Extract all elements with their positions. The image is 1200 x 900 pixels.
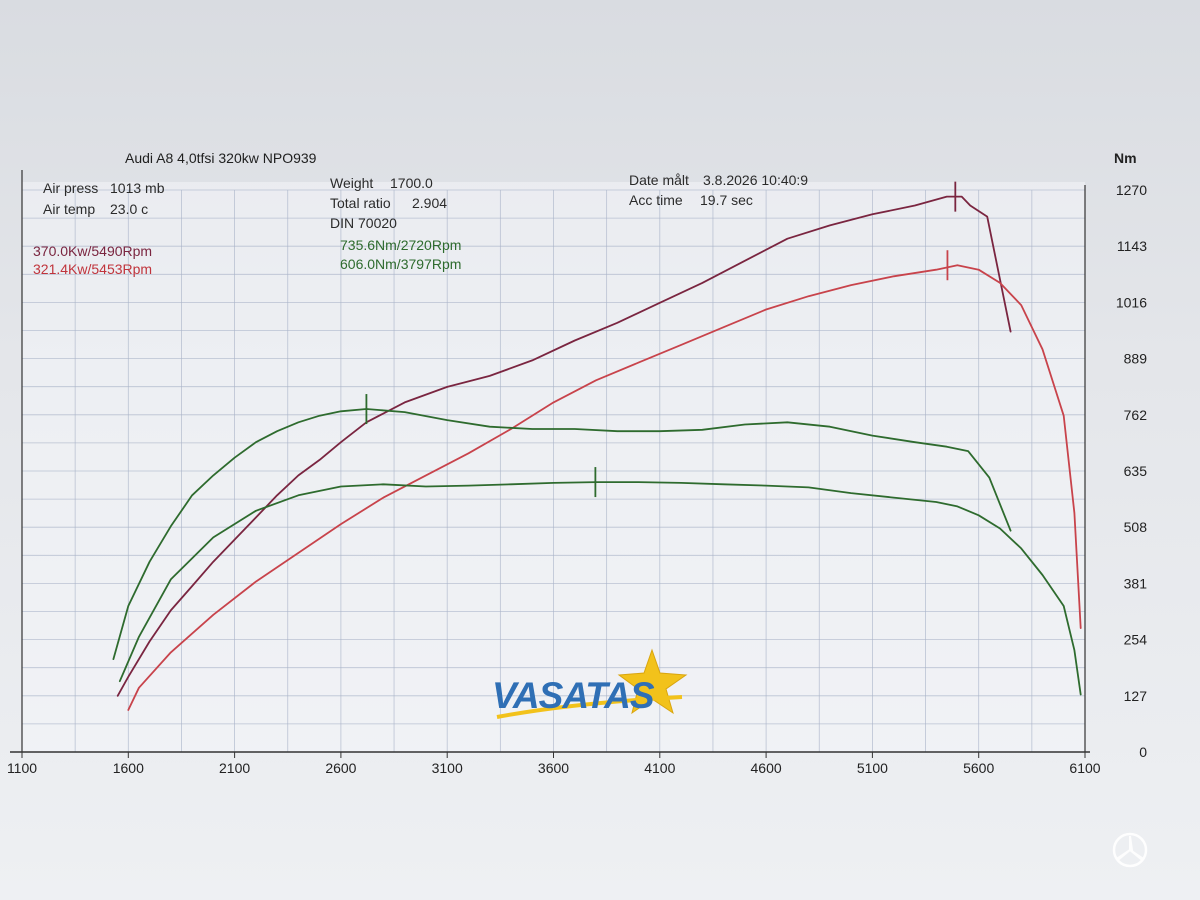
torque-peak-tuned: 735.6Nm/2720Rpm [340,237,462,253]
acc-time-value: 19.7 sec [700,192,753,208]
y-tick-label: 1143 [1117,238,1147,254]
y-tick-label: 635 [1124,463,1148,479]
y-axis-title: Nm [1114,150,1137,166]
y-tick-label: 508 [1124,519,1148,535]
y-tick-label: 0 [1139,744,1147,760]
series-line-power-tuned [116,195,1012,697]
logo-star-icon [496,648,688,719]
x-tick-label: 5100 [857,760,888,776]
x-tick-label: 2600 [325,760,356,776]
y-tick-label: 889 [1124,351,1148,367]
weight-label: Weight [330,175,374,191]
ratio-label: Total ratio [330,195,391,211]
torque-peak-stock: 606.0Nm/3797Rpm [340,256,462,272]
x-tick-label: 6100 [1069,760,1100,776]
din-standard: DIN 70020 [330,215,397,231]
mercedes-star-watermark-icon [1112,832,1148,868]
series-line-torque-tuned [112,408,1012,660]
y-tick-label: 254 [1124,632,1148,648]
vasatas-logo: VASATAS [492,645,702,725]
y-tick-label: 1270 [1116,182,1147,198]
weight-value: 1700.0 [390,175,433,191]
ratio-value: 2.904 [412,195,448,211]
x-tick-label: 1600 [113,760,144,776]
y-tick-label: 762 [1124,407,1148,423]
x-tick-label: 3100 [432,760,463,776]
y-tick-label: 127 [1124,688,1148,704]
air-temp-label: Air temp [43,201,96,217]
power-peak-tuned: 370.0Kw/5490Rpm [33,243,153,259]
x-tick-label: 4100 [644,760,675,776]
air-press-value: 1013 mb [110,180,165,196]
series-line-torque-stock [118,481,1082,696]
y-tick-label: 381 [1124,575,1148,591]
air-temp-value: 23.0 c [110,201,149,217]
series-line-power-stock [127,264,1082,711]
acc-time-label: Acc time [629,192,683,208]
air-press-label: Air press [43,180,99,196]
date-label: Date målt [629,172,689,188]
power-peak-stock: 321.4Kw/5453Rpm [33,261,153,277]
date-value: 3.8.2026 10:40:9 [703,172,809,188]
vehicle-title: Audi A8 4,0tfsi 320kw NPO939 [125,150,317,166]
x-tick-label: 5600 [963,760,994,776]
logo-text: VASATAS [492,675,655,716]
x-tick-label: 2100 [219,760,250,776]
x-tick-label: 4600 [751,760,782,776]
x-tick-label: 1100 [7,760,37,776]
y-tick-label: 1016 [1116,294,1147,310]
x-tick-label: 3600 [538,760,569,776]
